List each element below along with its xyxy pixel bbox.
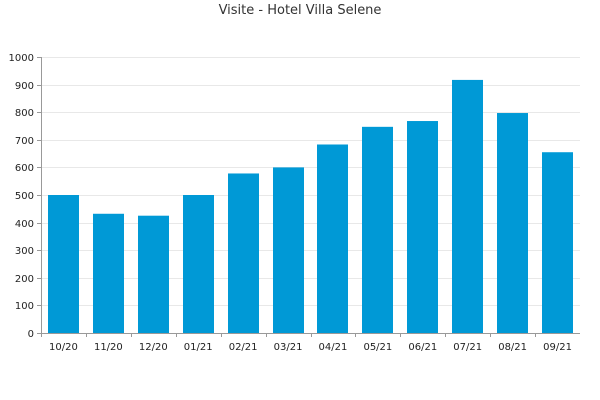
bar-12-20 bbox=[138, 215, 169, 333]
y-tick-label: 300 bbox=[15, 246, 34, 257]
x-tick-label: 08/21 bbox=[498, 342, 527, 353]
y-tick-label: 800 bbox=[15, 108, 34, 119]
x-tick-label: 07/21 bbox=[453, 342, 482, 353]
x-tick-label: 04/21 bbox=[319, 342, 348, 353]
x-tick-label: 01/21 bbox=[184, 342, 213, 353]
chart-title: Visite - Hotel Villa Selene bbox=[218, 3, 382, 18]
y-tick-label: 1000 bbox=[9, 53, 34, 64]
x-tick-label: 03/21 bbox=[274, 342, 303, 353]
bar-08-21 bbox=[497, 113, 528, 333]
bars bbox=[48, 79, 573, 334]
y-tick-label: 700 bbox=[15, 136, 34, 147]
y-tick-label: 100 bbox=[15, 301, 34, 312]
y-axis-ticks: 0 100 200 300 400 500 600 700 800 900 1000 bbox=[9, 53, 41, 340]
y-tick-label: 900 bbox=[15, 81, 34, 92]
y-tick-label: 0 bbox=[28, 329, 34, 340]
x-tick-label: 06/21 bbox=[408, 342, 437, 353]
bar-01-21 bbox=[183, 195, 214, 333]
bar-07-21 bbox=[452, 79, 483, 334]
bar-04-21 bbox=[317, 144, 348, 333]
bar-10-20 bbox=[48, 195, 79, 333]
bar-06-21 bbox=[407, 121, 438, 333]
x-tick-label: 02/21 bbox=[229, 342, 258, 353]
bar-11-20 bbox=[93, 213, 124, 333]
x-tick-label: 11/20 bbox=[94, 342, 123, 353]
bar-09-21 bbox=[542, 152, 573, 333]
x-axis-ticks: 10/20 11/20 12/20 01/21 02/21 03/21 04/21 05/21… bbox=[41, 333, 572, 353]
y-tick-label: 400 bbox=[15, 219, 34, 230]
x-tick-label: 12/20 bbox=[139, 342, 168, 353]
bar-02-21 bbox=[228, 173, 259, 333]
bar-05-21 bbox=[362, 126, 393, 333]
y-tick-label: 500 bbox=[15, 191, 34, 202]
bar-03-21 bbox=[273, 167, 304, 333]
y-tick-label: 200 bbox=[15, 274, 34, 285]
gridlines bbox=[41, 57, 580, 306]
y-tick-label: 600 bbox=[15, 163, 34, 174]
x-tick-label: 05/21 bbox=[363, 342, 392, 353]
x-tick-label: 10/20 bbox=[49, 342, 78, 353]
x-tick-label: 09/21 bbox=[543, 342, 572, 353]
